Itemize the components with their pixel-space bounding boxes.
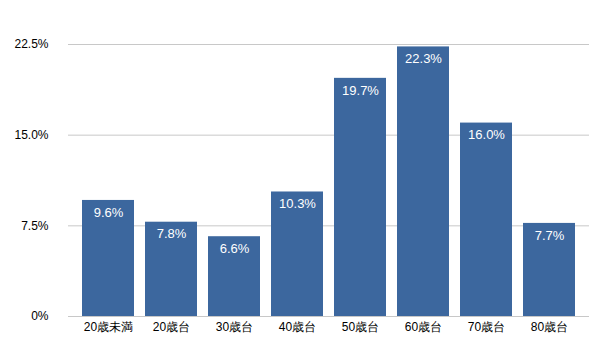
svg-text:6.6%: 6.6% [220, 241, 250, 256]
svg-text:0%: 0% [31, 309, 49, 323]
svg-text:50歳台: 50歳台 [342, 320, 379, 334]
svg-text:80歳台: 80歳台 [531, 320, 568, 334]
svg-text:16.0%: 16.0% [468, 127, 505, 142]
svg-text:22.3%: 22.3% [405, 51, 442, 66]
svg-text:7.5%: 7.5% [21, 219, 49, 233]
svg-text:7.7%: 7.7% [535, 228, 565, 243]
svg-text:60歳台: 60歳台 [405, 320, 442, 334]
svg-text:70歳台: 70歳台 [468, 320, 505, 334]
svg-text:9.6%: 9.6% [94, 205, 124, 220]
svg-text:19.7%: 19.7% [342, 83, 379, 98]
svg-text:10.3%: 10.3% [279, 196, 316, 211]
svg-text:15.0%: 15.0% [14, 128, 48, 142]
svg-text:20歳台: 20歳台 [153, 320, 190, 334]
svg-text:7.8%: 7.8% [157, 226, 187, 241]
svg-text:30歳台: 30歳台 [216, 320, 253, 334]
svg-text:20歳未満: 20歳未満 [84, 320, 133, 334]
svg-text:40歳台: 40歳台 [279, 320, 316, 334]
svg-text:22.5%: 22.5% [14, 37, 48, 51]
